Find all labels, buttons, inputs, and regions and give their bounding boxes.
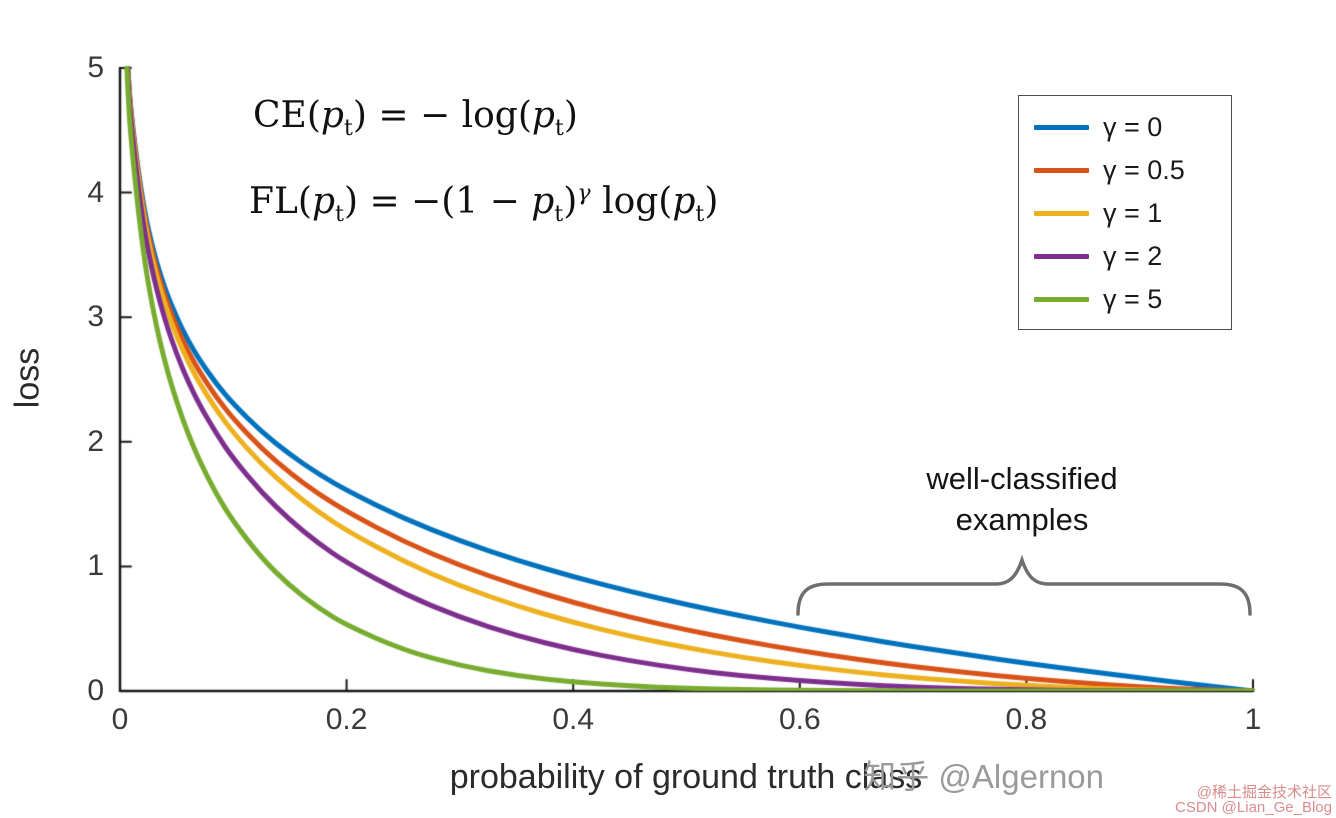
watermark-juejin: @稀土掘金技术社区 (1196, 784, 1332, 801)
legend-label: γ = 5 (1103, 284, 1163, 314)
y-tick-label: 0 (87, 674, 104, 707)
legend-item: γ = 2 (1019, 235, 1231, 278)
annotation-line2: examples (955, 502, 1089, 537)
legend-item: γ = 5 (1019, 278, 1231, 321)
legend-line-swatch (1034, 125, 1089, 130)
legend-label: γ = 0.5 (1103, 155, 1185, 185)
legend-line-swatch (1034, 297, 1089, 302)
x-tick-label: 1 (1244, 703, 1262, 736)
legend-item: γ = 0.5 (1019, 149, 1231, 192)
x-tick-label: 0 (111, 703, 129, 736)
watermark-zhihu: 知乎 @Algernon (863, 758, 1104, 795)
x-tick-label: 0.8 (1005, 703, 1048, 736)
y-tick-label: 1 (87, 549, 104, 583)
y-tick-label: 2 (87, 424, 104, 458)
legend-line-swatch (1034, 254, 1089, 259)
x-tick-label: 0.4 (552, 703, 595, 736)
legend-item: γ = 1 (1019, 192, 1231, 235)
y-tick-label: 5 (87, 51, 104, 84)
legend-line-swatch (1034, 168, 1089, 173)
x-tick-label: 0.6 (778, 703, 821, 736)
annotation-well-classified: well-classified examples (926, 458, 1117, 540)
legend-item: γ = 0 (1019, 106, 1231, 149)
formula-ce: CE(pt) = − log(pt) (253, 95, 578, 142)
y-tick-label: 3 (87, 300, 104, 334)
y-tick-label: 4 (87, 175, 104, 209)
formula-fl: FL(pt) = −(1 − pt)γ log(pt) (249, 179, 719, 227)
legend-label: γ = 1 (1103, 198, 1163, 228)
legend: γ = 0 γ = 0.5 γ = 1 γ = 2 γ = 5 (1018, 95, 1232, 330)
y-axis-label: loss (8, 347, 47, 409)
formula-block: CE(pt) = − log(pt) FL(pt) = −(1 − pt)γ l… (249, 95, 718, 225)
watermark-csdn: CSDN @Lian_Ge_Blog (1175, 799, 1332, 816)
legend-label: γ = 0 (1103, 112, 1163, 142)
legend-label: γ = 2 (1103, 241, 1163, 271)
x-axis-label: probability of ground truth class (449, 758, 923, 796)
annotation-line1: well-classified (926, 461, 1118, 496)
legend-line-swatch (1034, 211, 1089, 216)
x-tick-label: 0.2 (325, 703, 368, 736)
